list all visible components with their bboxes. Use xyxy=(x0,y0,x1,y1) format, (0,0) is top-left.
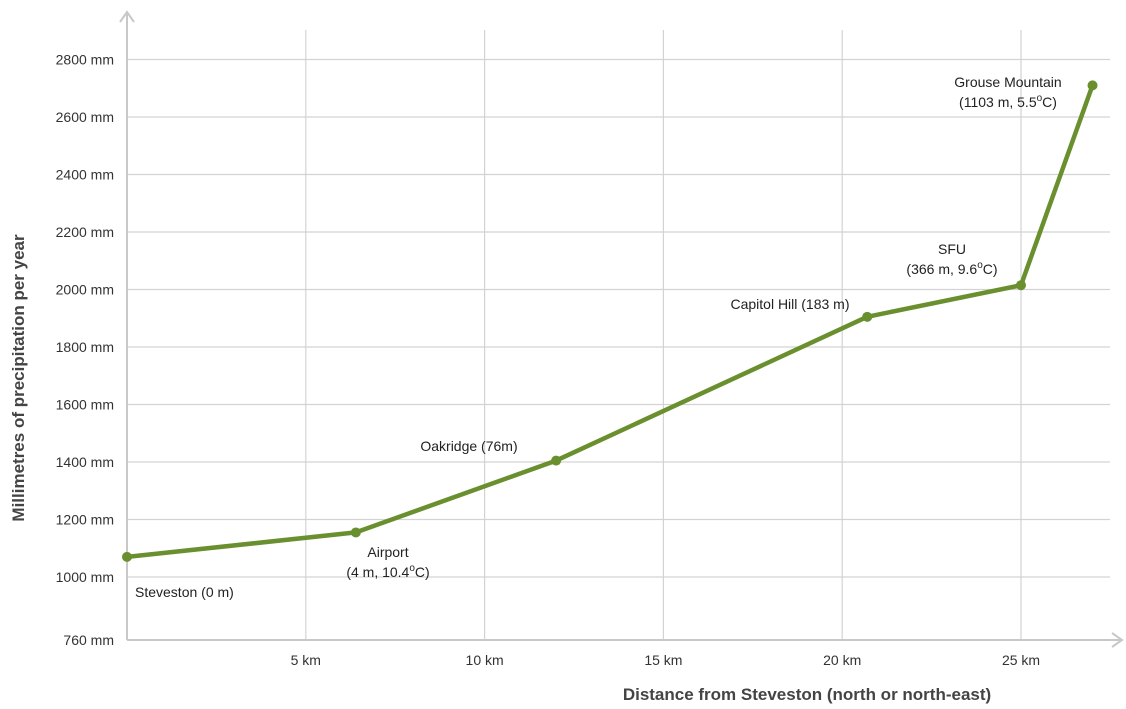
y-tick-label: 1600 mm xyxy=(56,397,114,413)
point-label-steveston: Steveston (0 m) xyxy=(135,584,234,600)
y-tick-label: 1400 mm xyxy=(56,454,114,470)
y-axis-title: Millimetres of precipitation per year xyxy=(9,234,28,522)
y-tick-label: 1800 mm xyxy=(56,339,114,355)
y-tick-label: 2400 mm xyxy=(56,167,114,183)
y-axis-arrow xyxy=(119,10,135,23)
x-axis-arrow xyxy=(1111,632,1124,648)
y-tick-label: 2000 mm xyxy=(56,282,114,298)
point-label-oakridge: Oakridge (76m) xyxy=(420,438,517,454)
axes xyxy=(119,10,1124,648)
point-sublabel-sfu: (366 m, 9.6oC) xyxy=(906,260,997,277)
x-tick-label: 15 km xyxy=(644,652,682,668)
data-point-capitol-hill xyxy=(862,311,873,322)
point-sublabel-airport: (4 m, 10.4oC) xyxy=(346,563,429,580)
y-tick-label: 760 mm xyxy=(63,632,114,648)
x-tick-label: 10 km xyxy=(466,652,504,668)
data-point-sfu xyxy=(1016,280,1026,291)
y-tick-label: 2200 mm xyxy=(56,224,114,240)
x-tick-label: 5 km xyxy=(291,652,321,668)
x-tick-label: 25 km xyxy=(1002,652,1040,668)
data-point-steveston xyxy=(122,551,132,562)
y-tick-label: 1000 mm xyxy=(56,569,114,585)
y-tick-label: 2800 mm xyxy=(56,52,114,68)
point-labels: Steveston (0 m) Airport (4 m, 10.4oC) Oakri… xyxy=(135,74,1062,600)
data-point-grouse-mountain xyxy=(1087,80,1098,91)
point-label-capitol-hill: Capitol Hill (183 m) xyxy=(730,296,849,312)
point-label-sfu: SFU xyxy=(938,241,966,257)
point-label-airport: Airport xyxy=(367,544,408,560)
data-point-airport xyxy=(350,527,361,538)
tick-labels: 760 mm 1000 mm 1200 mm 1400 mm 1600 mm 1800 m… xyxy=(56,52,1040,669)
y-tick-label: 2600 mm xyxy=(56,109,114,125)
point-sublabel-grouse-mountain: (1103 m, 5.5oC) xyxy=(959,93,1057,110)
series-line-group xyxy=(122,80,1098,562)
point-label-grouse-mountain: Grouse Mountain xyxy=(954,74,1061,90)
x-axis-title: Distance from Steveston (north or north-… xyxy=(623,685,991,704)
x-tick-label: 20 km xyxy=(823,652,861,668)
grid xyxy=(127,30,1110,640)
precipitation-line xyxy=(124,83,1095,560)
y-tick-label: 1200 mm xyxy=(56,512,114,528)
data-point-oakridge xyxy=(551,455,562,466)
